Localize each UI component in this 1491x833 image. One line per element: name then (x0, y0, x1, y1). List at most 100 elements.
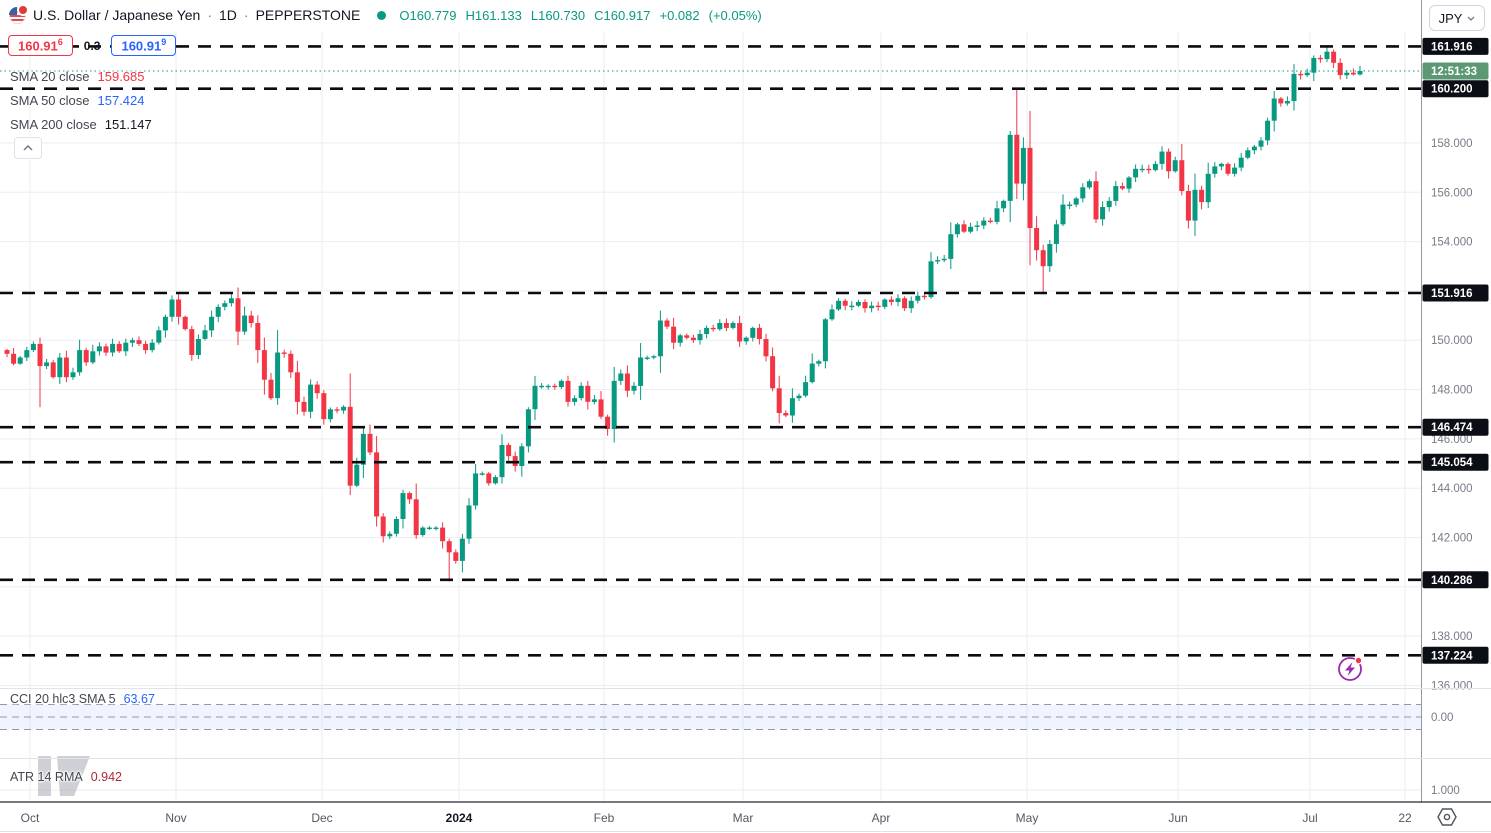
candle (1133, 168, 1139, 178)
indicator-legend-row[interactable]: SMA 200 close 151.147 (10, 112, 152, 136)
candle (981, 220, 987, 226)
candle (261, 350, 267, 380)
candle (327, 409, 333, 420)
time-axis-label[interactable]: 22 (1398, 811, 1412, 825)
candle (182, 316, 188, 330)
axis-label: 1.000 (1431, 785, 1460, 797)
candle (1350, 72, 1356, 75)
chevron-up-icon (23, 145, 33, 151)
indicator-legend-row[interactable]: SMA 50 close 157.424 (10, 88, 152, 112)
candle (136, 340, 142, 344)
currency-unit-dropdown[interactable]: JPY (1429, 5, 1485, 31)
candle (486, 473, 492, 484)
candle (855, 302, 861, 306)
axis-label: 144.000 (1431, 483, 1473, 495)
candle (57, 357, 63, 378)
time-axis-label[interactable]: Apr (872, 811, 891, 825)
candle (743, 337, 749, 342)
candle (1053, 224, 1059, 244)
candle (387, 533, 393, 537)
candle (1106, 200, 1112, 208)
indicator-value: 151.147 (104, 116, 152, 132)
candle (1317, 57, 1323, 60)
candle (994, 208, 1000, 222)
time-axis-background[interactable] (0, 803, 1491, 833)
sell-bid-button[interactable]: 160.916 (8, 35, 73, 57)
price-label-box (1422, 646, 1489, 664)
candle (1291, 73, 1297, 101)
flash-ideas-icon[interactable] (1338, 656, 1363, 681)
candle (24, 350, 30, 358)
atr-name: ATR 14 RMA (10, 770, 83, 784)
candle (723, 323, 729, 328)
candle (433, 527, 439, 529)
price-label-text: 151.916 (1431, 288, 1473, 300)
candle (908, 300, 914, 309)
candle (822, 319, 828, 362)
time-axis-label[interactable]: Oct (21, 811, 40, 825)
candle (961, 224, 967, 232)
candle (968, 226, 974, 232)
candle (638, 357, 644, 386)
candle (162, 316, 168, 331)
candle (1086, 181, 1092, 188)
separator-dot: · (207, 7, 213, 23)
time-axis-label[interactable]: May (1016, 811, 1039, 825)
candle (1298, 73, 1304, 76)
collapse-legend-button[interactable] (14, 137, 42, 159)
axis-label: 150.000 (1431, 335, 1473, 347)
candle (341, 406, 347, 411)
atr-legend[interactable]: ATR 14 RMA 0.942 (10, 770, 122, 784)
price-label-text: 137.224 (1431, 650, 1473, 662)
candle (717, 323, 723, 330)
candle (519, 446, 525, 466)
candle (1080, 187, 1086, 199)
candle (1113, 186, 1119, 201)
indicator-legend-row[interactable]: SMA 20 close 159.685 (10, 64, 152, 88)
candle (1185, 191, 1191, 221)
candle (347, 406, 353, 486)
candle (1218, 163, 1224, 167)
candle (1324, 51, 1330, 60)
interval-label[interactable]: 1D (219, 7, 237, 23)
cci-legend[interactable]: CCI 20 hlc3 SMA 5 63.67 (10, 692, 155, 706)
candle (440, 527, 446, 542)
tradingview-watermark-icon (38, 756, 90, 796)
time-axis-label[interactable]: Jul (1302, 811, 1317, 825)
candle (63, 357, 69, 378)
symbol-title[interactable]: U.S. Dollar / Japanese Yen (33, 7, 201, 23)
candle (895, 298, 901, 302)
candle (149, 342, 155, 351)
candle (1152, 163, 1158, 171)
candle (1232, 167, 1238, 174)
candle-wick (1141, 164, 1143, 173)
candle (90, 351, 96, 363)
usdjpy-flag-icon (9, 3, 29, 24)
time-axis-label[interactable]: Jun (1168, 811, 1187, 825)
time-axis-label[interactable]: Nov (165, 811, 186, 825)
axis-label: 146.000 (1431, 434, 1473, 446)
candle (374, 452, 380, 517)
candle (921, 295, 927, 298)
candle (354, 464, 360, 486)
candle (11, 353, 17, 364)
candle (77, 350, 83, 373)
price-axis-background (1421, 0, 1491, 833)
candle (605, 416, 611, 429)
candle (1251, 146, 1257, 151)
buy-ask-button[interactable]: 160.919 (111, 35, 177, 57)
time-axis-label[interactable]: Mar (733, 811, 754, 825)
candle (941, 258, 947, 261)
candle (697, 334, 703, 341)
candle (459, 538, 465, 561)
axis-settings-icon[interactable] (1437, 808, 1457, 826)
time-axis-label[interactable]: 2024 (446, 811, 473, 825)
price-label-text: 140.286 (1431, 575, 1473, 587)
candle-wick (39, 337, 41, 408)
time-axis-label[interactable]: Feb (594, 811, 615, 825)
exchange-label: PEPPERSTONE (255, 7, 361, 23)
candle (37, 343, 43, 367)
axis-label: 0.00 (1431, 712, 1453, 724)
time-axis-label[interactable]: Dec (311, 811, 332, 825)
